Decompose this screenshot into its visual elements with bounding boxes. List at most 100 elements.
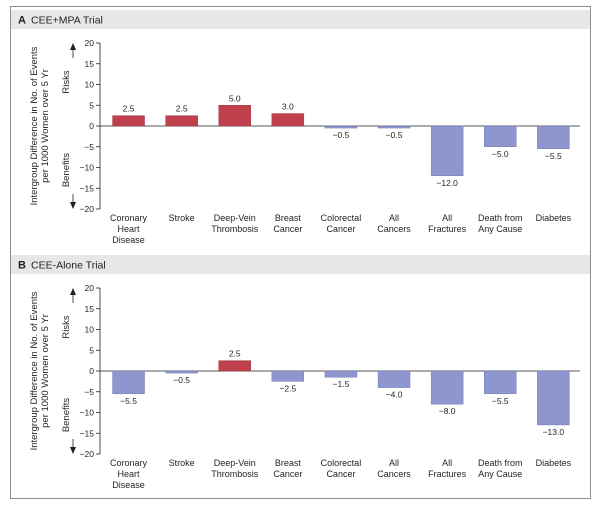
y-tick-label: 15 <box>85 59 95 69</box>
bar <box>537 370 570 426</box>
figure-frame <box>10 6 591 499</box>
bar-value-label: −13.0 <box>543 427 565 437</box>
category-label-line: Any Cause <box>478 469 522 479</box>
category-label-line: Deep-Vein <box>214 458 256 468</box>
y-tick-label: 20 <box>85 283 95 293</box>
panel-title: CEE-Alone Trial <box>31 260 106 272</box>
y-tick-label: 15 <box>85 304 95 314</box>
category-label-line: Stroke <box>169 458 195 468</box>
category-label-line: Diabetes <box>536 213 572 223</box>
bar <box>112 370 145 395</box>
category-label-line: All <box>389 458 399 468</box>
bar-value-label: −12.0 <box>436 178 458 188</box>
category-label: Colorectal Cancer <box>321 458 362 479</box>
category-label: Stroke <box>169 458 195 468</box>
y-tick-label: 0 <box>89 366 94 376</box>
category-label-line: Cancer <box>273 224 302 234</box>
y-tick-label: −15 <box>80 183 95 193</box>
category-label: Breast Cancer <box>273 213 302 234</box>
category-label-line: Cancers <box>377 469 411 479</box>
bar-value-label: −5.5 <box>120 396 137 406</box>
category-label-line: Diabetes <box>536 458 572 468</box>
bar <box>484 125 517 147</box>
y-axis-title-line: per 1000 Women over 5 Yr <box>40 314 51 428</box>
bar-value-label: 2.5 <box>176 104 188 114</box>
category-label: All Fractures <box>428 213 467 234</box>
benefits-label: Benefits <box>61 153 72 188</box>
y-tick-label: −20 <box>80 449 95 459</box>
y-tick-label: −10 <box>80 408 95 418</box>
category-label-line: Fractures <box>428 224 467 234</box>
bar <box>377 125 411 129</box>
bar-value-label: −0.5 <box>386 130 403 140</box>
category-label: Deep-Vein Thrombosis <box>211 458 259 479</box>
y-axis-title-line: per 1000 Women over 5 Yr <box>40 69 51 183</box>
risks-label: Risks <box>61 70 72 93</box>
bar-value-label: −0.5 <box>173 375 190 385</box>
category-label-line: All <box>442 213 452 223</box>
y-tick-label: −5 <box>84 142 94 152</box>
category-label: All Cancers <box>377 458 411 479</box>
y-tick-label: −20 <box>80 204 95 214</box>
y-axis-title: Intergroup Difference in No. of Eventspe… <box>29 291 51 450</box>
panel-header <box>11 10 590 29</box>
bar <box>271 113 305 127</box>
bar-value-label: 5.0 <box>229 93 241 103</box>
category-label-line: All <box>442 458 452 468</box>
benefits-arrow-head <box>70 202 76 209</box>
category-label: Diabetes <box>536 213 572 223</box>
category-label: Coronary Heart Disease <box>110 458 148 490</box>
bar-value-label: −8.0 <box>439 406 456 416</box>
category-label-line: Coronary <box>110 213 148 223</box>
category-label-line: Coronary <box>110 458 148 468</box>
benefits-arrow-head <box>70 447 76 454</box>
category-label-line: Breast <box>275 458 302 468</box>
category-label-line: Stroke <box>169 213 195 223</box>
category-label-line: Colorectal <box>321 458 362 468</box>
bar-value-label: −5.0 <box>492 149 509 159</box>
bar <box>165 370 198 374</box>
bar <box>484 370 517 395</box>
y-tick-label: 10 <box>85 80 95 90</box>
category-label: Diabetes <box>536 458 572 468</box>
y-tick-label: 5 <box>89 100 94 110</box>
bar-value-label: −0.5 <box>333 130 350 140</box>
category-label-line: Heart <box>118 224 141 234</box>
category-label-line: Heart <box>118 469 141 479</box>
category-label: Death from Any Cause <box>478 213 523 234</box>
bar-value-label: 2.5 <box>229 349 241 359</box>
bar <box>218 105 251 127</box>
y-axis-title: Intergroup Difference in No. of Eventspe… <box>29 46 51 205</box>
category-label-line: Cancer <box>273 469 302 479</box>
category-label-line: All <box>389 213 399 223</box>
bar <box>324 125 358 129</box>
bar-value-label: −4.0 <box>386 390 403 400</box>
bar-value-label: −1.5 <box>333 379 350 389</box>
y-axis-title-line: Intergroup Difference in No. of Events <box>29 46 40 205</box>
y-tick-label: 10 <box>85 325 95 335</box>
category-label: Colorectal Cancer <box>321 213 362 234</box>
category-label-line: Cancers <box>377 224 411 234</box>
bar-value-label: −5.5 <box>545 151 562 161</box>
category-label: All Fractures <box>428 458 467 479</box>
bar-value-label: −5.5 <box>492 396 509 406</box>
y-tick-label: 5 <box>89 345 94 355</box>
bar <box>324 370 358 378</box>
category-label-line: Colorectal <box>321 213 362 223</box>
bar <box>112 115 145 127</box>
category-label-line: Thrombosis <box>211 224 259 234</box>
bar-value-label: 3.0 <box>282 102 294 112</box>
category-label-line: Any Cause <box>478 224 522 234</box>
category-label: Stroke <box>169 213 195 223</box>
y-tick-label: 20 <box>85 38 95 48</box>
category-label-line: Death from <box>478 213 523 223</box>
category-label: Breast Cancer <box>273 458 302 479</box>
category-label-line: Disease <box>112 480 145 490</box>
category-label-line: Breast <box>275 213 302 223</box>
category-label-line: Disease <box>112 235 145 245</box>
category-label: Death from Any Cause <box>478 458 523 479</box>
panel-letter: B <box>18 260 26 272</box>
risks-arrow-head <box>70 288 76 295</box>
bar <box>430 370 464 405</box>
bar <box>271 370 305 382</box>
